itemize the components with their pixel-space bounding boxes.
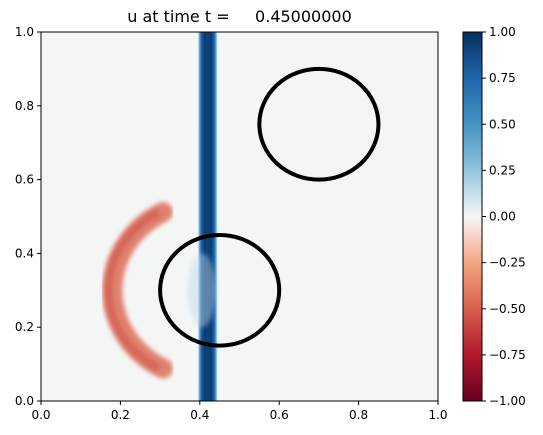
- obstacle-circles: [158, 66, 381, 348]
- colorbar-tick-label: 0.00: [489, 210, 516, 224]
- x-tick-label: 0.2: [111, 408, 130, 422]
- y-tick-label: 0.2: [15, 320, 34, 334]
- colorbar-tick-label: −0.50: [489, 302, 526, 316]
- plot-frame: [40, 31, 439, 402]
- y-tick-label: 0.0: [15, 394, 34, 408]
- colorbar-tick-label: −0.25: [489, 256, 526, 270]
- wave-halo: [187, 253, 216, 328]
- wave-arc-core: [104, 208, 161, 373]
- x-axis: 0.0 0.2 0.4 0.6 0.8 1.0: [31, 401, 448, 422]
- chart-title: u at time t = 0.45000000: [127, 7, 352, 26]
- x-tick-label: 0.4: [190, 408, 209, 422]
- colorbar-tick-label: −1.00: [489, 394, 526, 408]
- x-tick-label: 0.0: [31, 408, 50, 422]
- y-tick-label: 0.4: [15, 246, 34, 260]
- field-background: [41, 32, 438, 401]
- colorbar-tick-label: 0.25: [489, 163, 516, 177]
- obstacle-circle-2: [158, 232, 282, 348]
- x-tick-label: 0.6: [270, 408, 289, 422]
- y-axis: 0.0 0.2 0.4 0.6 0.8 1.0: [15, 25, 41, 408]
- colorbar-tick-label: 0.50: [489, 117, 516, 131]
- x-tick-label: 0.8: [349, 408, 368, 422]
- colorbar-tick-label: 1.00: [489, 25, 516, 39]
- colorbar-tick-label: 0.75: [489, 71, 516, 85]
- colorbar-tick-label: −0.75: [489, 348, 526, 362]
- field-features: [102, 32, 218, 401]
- y-tick-label: 0.6: [15, 173, 34, 187]
- y-tick-label: 0.8: [15, 99, 34, 113]
- x-tick-label: 1.0: [428, 408, 447, 422]
- colorbar: 1.00 0.75 0.50 0.25 0.00 −0.25 −0.50 −0.75 −1.00: [462, 25, 526, 408]
- colorbar-gradient: [462, 31, 483, 402]
- obstacle-circle-1: [257, 66, 381, 182]
- plot-area: [41, 32, 438, 401]
- y-tick-label: 1.0: [15, 25, 34, 39]
- colorbar-ticks: 1.00 0.75 0.50 0.25 0.00 −0.25 −0.50 −0.75 −1.00: [482, 25, 526, 408]
